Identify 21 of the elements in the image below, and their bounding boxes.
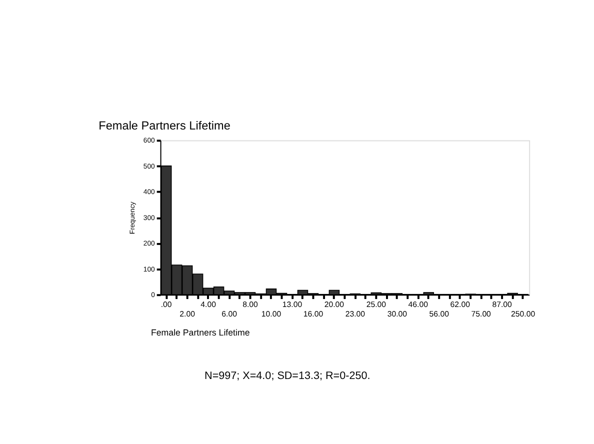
x-tick-label: 30.00 (387, 310, 408, 319)
x-tick-label: 250.00 (511, 310, 536, 319)
text: N=997; X=4.0; SD=13.3; R=0-250. (204, 370, 370, 382)
x-axis-title: Female Partners Lifetime (150, 327, 250, 338)
x-tick-label: 23.00 (345, 310, 366, 319)
x-tick-label: 6.00 (222, 310, 238, 319)
x-tick-label: 46.00 (408, 300, 429, 309)
x-tick-label: 10.00 (261, 310, 282, 319)
x-tick-label: 16.00 (303, 310, 324, 319)
x-tick-label: 20.00 (324, 300, 345, 309)
x-tick-label: 75.00 (471, 310, 492, 319)
x-tick-label: 87.00 (492, 300, 513, 309)
x-tick-label: 2.00 (180, 310, 196, 319)
x-tick-label: 13.00 (282, 300, 303, 309)
x-tick-label: 4.00 (200, 300, 217, 309)
x-tick-label: 8.00 (242, 300, 259, 309)
chart-title: Female Partners Lifetime (98, 118, 231, 132)
x-tick-label: 25.00 (366, 300, 387, 309)
x-tick-label: 62.00 (450, 300, 471, 309)
x-tick-label: .00 (160, 300, 172, 309)
x-tick-label: 56.00 (429, 310, 450, 319)
